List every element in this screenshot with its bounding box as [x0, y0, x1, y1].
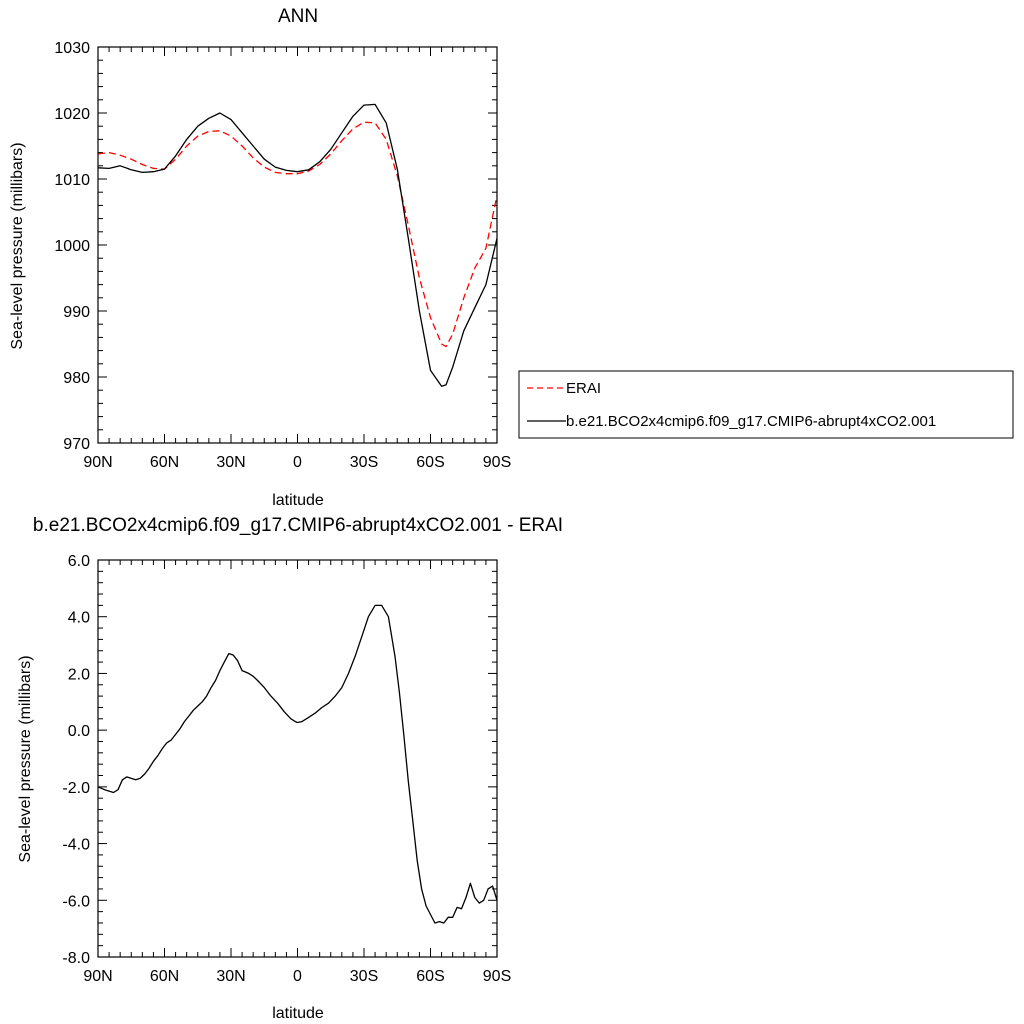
legend: ERAI b.e21.BCO2x4cmip6.f09_g17.CMIP6-abr…	[518, 370, 1014, 439]
x-tick-label: 90S	[483, 454, 511, 471]
series-group	[97, 604, 498, 924]
x-tick-label: 30S	[350, 454, 378, 471]
legend-label-model: b.e21.BCO2x4cmip6.f09_g17.CMIP6-abrupt4x…	[566, 413, 936, 430]
y-axis-label: Sea-level pressure (millibars)	[17, 655, 34, 862]
y-tick-label: 980	[63, 370, 90, 387]
y-tick-label: 1030	[54, 40, 90, 57]
y-tick-label: 1000	[54, 238, 90, 255]
x-tick-label: 30S	[350, 968, 378, 985]
x-tick-label: 60N	[150, 968, 179, 985]
legend-box	[518, 370, 1014, 439]
x-tick-labels: 90N 60N 30N 0 30S 60S 90S	[83, 454, 511, 471]
y-tick-label: -6.0	[62, 893, 90, 910]
legend-label-erai: ERAI	[566, 380, 601, 397]
y-tick-label: 1020	[54, 106, 90, 123]
plot-frame	[97, 559, 498, 958]
y-tick-label: 4.0	[68, 610, 90, 627]
series-line-1	[97, 103, 498, 387]
x-tick-label: 0	[293, 968, 302, 985]
y-tick-labels: -8.0 -6.0 -4.0 -2.0 0.0 2.0 4.0 6.0	[62, 553, 90, 967]
series-line-0	[97, 604, 498, 924]
y-tick-label: 6.0	[68, 553, 90, 570]
x-axis-label: latitude	[272, 1005, 324, 1022]
x-tick-label: 0	[293, 454, 302, 471]
x-tick-label: 30N	[216, 454, 245, 471]
x-tick-label: 30N	[216, 968, 245, 985]
series-line-0	[97, 121, 498, 348]
x-tick-label: 60N	[150, 454, 179, 471]
tick-group	[97, 559, 498, 958]
y-tick-label: 990	[63, 304, 90, 321]
y-tick-label: -2.0	[62, 780, 90, 797]
y-tick-labels: 970 980 990 1000 1010 1020 1030	[54, 40, 90, 453]
chart-panel-difference: b.e21.BCO2x4cmip6.f09_g17.CMIP6-abrupt4x…	[17, 515, 563, 1022]
y-tick-label: -4.0	[62, 837, 90, 854]
series-group	[97, 103, 498, 387]
y-tick-label: 970	[63, 436, 90, 453]
chart-panel-ann: ANN 970 980 990 1000 1010 1020 1030 90N 60N 30N 0…	[9, 6, 511, 509]
plot-frame	[97, 46, 498, 444]
x-tick-labels: 90N 60N 30N 0 30S 60S 90S	[83, 968, 511, 985]
y-tick-label: -8.0	[62, 950, 90, 967]
y-tick-label: 2.0	[68, 666, 90, 683]
y-tick-label: 0.0	[68, 723, 90, 740]
tick-group	[97, 46, 498, 444]
x-tick-label: 90N	[83, 454, 112, 471]
chart-title: b.e21.BCO2x4cmip6.f09_g17.CMIP6-abrupt4x…	[33, 515, 563, 536]
x-tick-label: 90N	[83, 968, 112, 985]
x-tick-label: 60S	[416, 454, 444, 471]
x-tick-label: 90S	[483, 968, 511, 985]
x-tick-label: 60S	[416, 968, 444, 985]
x-axis-label: latitude	[272, 492, 324, 509]
chart-title: ANN	[278, 6, 318, 27]
y-tick-label: 1010	[54, 172, 90, 189]
y-axis-label: Sea-level pressure (millibars)	[9, 142, 26, 349]
